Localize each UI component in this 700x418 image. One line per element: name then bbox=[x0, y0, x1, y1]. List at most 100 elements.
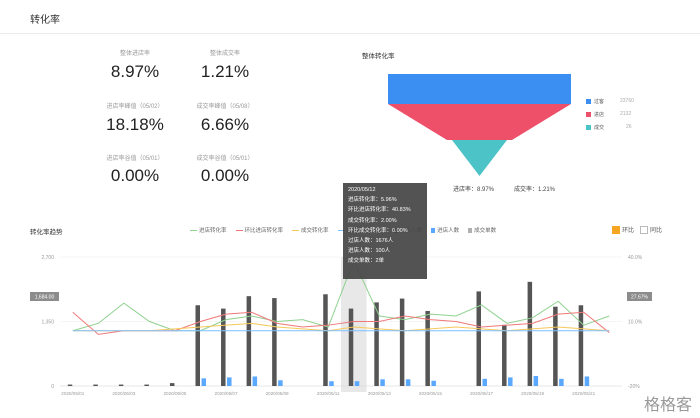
x-tick-label: 2020/05/01 bbox=[61, 391, 84, 396]
checkbox-yoy[interactable] bbox=[640, 226, 648, 235]
bar-过店人数-6 bbox=[221, 308, 226, 386]
bar-过店人数-20 bbox=[578, 305, 584, 386]
funnel-chart bbox=[388, 74, 571, 176]
bar-过店人数-1 bbox=[93, 384, 98, 386]
bar-过店人数-7 bbox=[246, 296, 252, 386]
kpi-label-enter-low: 进店率谷值（05/01） bbox=[106, 156, 164, 162]
bar-过店人数-19 bbox=[553, 306, 558, 386]
bar-进店人数-18 bbox=[533, 375, 539, 386]
bar-进店人数-19 bbox=[559, 378, 564, 386]
kpi-label-enter-peak: 进店率峰值（05/02） bbox=[106, 104, 164, 110]
legend-series-1[interactable]: 环比进店转化率 bbox=[235, 228, 283, 234]
legend-series-6[interactable]: 成交单数 bbox=[468, 228, 496, 234]
toggle-mom[interactable]: 环比 bbox=[612, 225, 634, 235]
tooltip-line-1: 进店转化率：5.96% bbox=[348, 197, 397, 204]
funnel-title: 整体转化率 bbox=[362, 53, 395, 60]
x-tick-label: 2020/05/07 bbox=[215, 391, 238, 396]
funnel-legend-passers[interactable]: 过客 bbox=[586, 98, 604, 105]
chart-tooltip: 2020/05/12 进店转化率：5.96% 环比进店转化率：40.83% 成交… bbox=[343, 183, 427, 279]
bar-过店人数-17 bbox=[502, 324, 507, 386]
tooltip-line-7: 成交单数：2单 bbox=[348, 258, 385, 265]
tooltip-line-5: 过店人数：1676人 bbox=[348, 238, 394, 245]
tooltip-line-6: 进店人数：100人 bbox=[348, 248, 391, 255]
page-title: 转化率 bbox=[30, 15, 60, 26]
tooltip-line-4: 环比成交转化率：0.00% bbox=[348, 227, 408, 234]
kpi-value-enter-peak: 18.18% bbox=[106, 115, 164, 134]
bar-过店人数-3 bbox=[144, 384, 149, 386]
bar-过店人数-2 bbox=[118, 384, 124, 386]
bar-过店人数-4 bbox=[169, 383, 175, 386]
right-tick-label: 10.0% bbox=[628, 320, 643, 326]
bar-过店人数-18 bbox=[527, 281, 533, 386]
legend-series-0[interactable]: 进店转化率 bbox=[190, 228, 227, 234]
x-tick-label: 2020/05/13 bbox=[368, 391, 391, 396]
trend-title: 转化率趋势 bbox=[30, 229, 63, 236]
funnel-legend-deal-value: 26 bbox=[626, 124, 632, 130]
checkbox-mom[interactable] bbox=[612, 226, 620, 235]
kpi-value-overall-deal: 1.21% bbox=[200, 62, 250, 81]
x-tick-label: 2020/05/11 bbox=[317, 391, 340, 396]
bar-进店人数-17 bbox=[508, 377, 513, 386]
kpi-value-deal-low: 0.00% bbox=[200, 166, 250, 185]
bar-进店人数-16 bbox=[482, 378, 487, 386]
line-成交转化率 bbox=[72, 322, 610, 332]
bar-进店人数-20 bbox=[584, 376, 590, 386]
bar-过店人数-0 bbox=[67, 384, 73, 386]
kpi-value-deal-peak: 6.66% bbox=[200, 115, 250, 134]
funnel-stage-passers bbox=[388, 74, 571, 104]
kpi-label-overall-deal: 整体成交率 bbox=[209, 51, 240, 57]
funnel-legend-deal[interactable]: 成交 bbox=[586, 124, 604, 131]
page-header: 转化率 bbox=[0, 0, 700, 34]
x-tick-label: 2020/05/09 bbox=[266, 391, 289, 396]
toggle-yoy[interactable]: 同比 bbox=[640, 225, 662, 235]
bar-进店人数-10 bbox=[329, 381, 334, 386]
x-tick-label: 2020/05/15 bbox=[419, 391, 442, 396]
left-axis-marker bbox=[30, 292, 59, 301]
funnel-legend-enter[interactable]: 进店 bbox=[586, 111, 604, 118]
x-tick-label: 2020/05/17 bbox=[470, 391, 493, 396]
bar-进店人数-8 bbox=[278, 380, 283, 386]
funnel-deal-rate: 成交率：1.21% bbox=[514, 187, 556, 193]
kpi-label-deal-peak: 成交率峰值（05/08） bbox=[196, 104, 254, 110]
bar-进店人数-5 bbox=[201, 378, 206, 386]
tooltip-date: 2020/05/12 bbox=[348, 187, 376, 193]
bar-进店人数-12 bbox=[380, 379, 385, 386]
kpi-value-overall-enter: 8.97% bbox=[110, 62, 160, 81]
tooltip-line-2: 环比进店转化率：40.83% bbox=[348, 207, 411, 214]
bar-过店人数-12 bbox=[374, 302, 379, 386]
left-tick-label: 0 bbox=[51, 384, 54, 390]
legend-series-5[interactable]: 进店人数 bbox=[431, 228, 459, 234]
bar-过店人数-16 bbox=[476, 291, 481, 386]
bar-过店人数-5 bbox=[195, 305, 200, 386]
tooltip-line-3: 成交转化率：2.00% bbox=[348, 217, 397, 224]
funnel-stage-enter bbox=[388, 104, 571, 140]
x-tick-label: 2020/05/19 bbox=[521, 391, 544, 396]
bar-过店人数-8 bbox=[272, 298, 277, 386]
legend-series-2[interactable]: 成交转化率 bbox=[292, 228, 329, 234]
bar-进店人数-13 bbox=[405, 379, 411, 386]
right-tick-label: 40.0% bbox=[628, 255, 643, 261]
funnel-enter-rate: 进店率：8.97% bbox=[453, 187, 495, 193]
left-tick-label: 2,700 bbox=[41, 255, 54, 261]
x-tick-label: 2020/05/03 bbox=[112, 391, 135, 396]
bar-进店人数-6 bbox=[227, 377, 232, 386]
funnel-legend-enter-value: 2132 bbox=[620, 111, 632, 117]
kpi-label-overall-enter: 整体进店率 bbox=[119, 51, 150, 57]
left-tick-label: 1,350 bbox=[41, 320, 54, 326]
bar-过店人数-10 bbox=[323, 294, 328, 386]
x-tick-label: 2020/05/21 bbox=[572, 391, 595, 396]
line-进店转化率 bbox=[72, 259, 610, 332]
right-axis-marker bbox=[627, 292, 652, 301]
bar-进店人数-14 bbox=[431, 380, 436, 386]
x-tick-label: 2020/05/05 bbox=[163, 391, 186, 396]
bar-进店人数-11 bbox=[354, 381, 360, 386]
bar-过店人数-13 bbox=[399, 298, 405, 386]
kpi-value-enter-low: 0.00% bbox=[110, 166, 160, 185]
left-axis-marker-text: 1,684.00 bbox=[35, 295, 55, 301]
right-tick-label: -20% bbox=[628, 384, 640, 390]
bar-进店人数-7 bbox=[252, 376, 258, 386]
funnel-stage-deal bbox=[452, 140, 507, 176]
bar-过店人数-11 bbox=[348, 308, 354, 386]
right-axis-marker-text: 27.67% bbox=[631, 295, 649, 301]
watermark-logo: 格格客 bbox=[643, 397, 692, 414]
